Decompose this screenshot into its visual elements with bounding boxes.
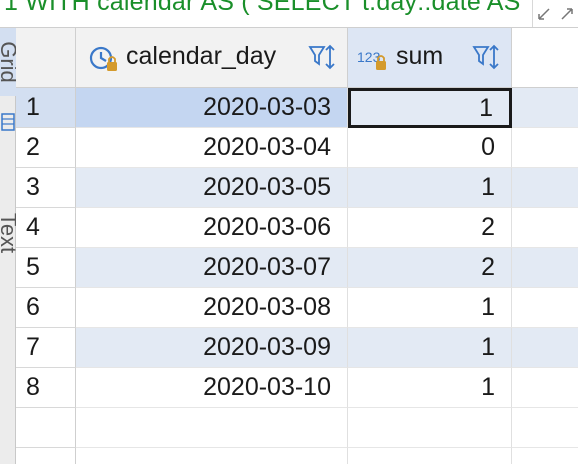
- cell-calendar-day[interactable]: 2020-03-08: [76, 288, 348, 328]
- table-row[interactable]: [16, 448, 578, 464]
- cell-filler: [512, 288, 578, 328]
- cell-calendar-day[interactable]: 2020-03-10: [76, 368, 348, 408]
- cell-sum[interactable]: 2: [348, 248, 512, 288]
- cell-calendar-day[interactable]: 2020-03-04: [76, 128, 348, 168]
- cell-sum[interactable]: 2: [348, 208, 512, 248]
- table-row[interactable]: 5 2020-03-07 2: [16, 248, 578, 288]
- row-number-cell[interactable]: 3: [16, 168, 76, 208]
- row-number-cell[interactable]: 4: [16, 208, 76, 248]
- expand-icon[interactable]: [560, 7, 574, 21]
- cell-calendar-day[interactable]: 2020-03-03: [76, 88, 348, 128]
- row-number-cell[interactable]: [16, 408, 76, 448]
- table-row[interactable]: 3 2020-03-05 1: [16, 168, 578, 208]
- cell-filler: [512, 448, 578, 464]
- cell-filler: [512, 408, 578, 448]
- column-header-calendar-day[interactable]: calendar_day: [76, 28, 348, 88]
- numeric-type-text: 123: [357, 49, 381, 65]
- filter-sort-icon[interactable]: [472, 42, 500, 72]
- cell-filler: [512, 368, 578, 408]
- column-title: sum: [396, 42, 444, 70]
- cell-sum[interactable]: [348, 408, 512, 448]
- table-row[interactable]: 7 2020-03-09 1: [16, 328, 578, 368]
- grid-rows: 1 2020-03-03 1 2 2020-03-04 0 3 2020-03-05 1 4 202…: [16, 88, 578, 464]
- result-view-switcher: Grid Text: [0, 28, 21, 464]
- cell-filler: [512, 328, 578, 368]
- result-grid: calendar_day 123 sum 1 2020-03-03 1 2 2020-0…: [16, 28, 578, 464]
- numeric-type-icon: 123: [357, 49, 386, 70]
- cell-filler: [512, 208, 578, 248]
- cell-filler: [512, 88, 578, 128]
- cell-sum[interactable]: 1: [348, 88, 512, 128]
- cell-calendar-day[interactable]: 2020-03-06: [76, 208, 348, 248]
- table-row[interactable]: [16, 408, 578, 448]
- cell-filler: [512, 128, 578, 168]
- cell-sum[interactable]: [348, 448, 512, 464]
- cell-calendar-day[interactable]: 2020-03-05: [76, 168, 348, 208]
- cell-filler: [512, 248, 578, 288]
- row-number-cell[interactable]: 6: [16, 288, 76, 328]
- table-row[interactable]: 4 2020-03-06 2: [16, 208, 578, 248]
- cell-sum[interactable]: 1: [348, 288, 512, 328]
- column-title: calendar_day: [126, 42, 277, 70]
- sql-preview-controls: [532, 0, 578, 27]
- grid-header: calendar_day 123 sum: [16, 28, 578, 88]
- row-number-cell[interactable]: 8: [16, 368, 76, 408]
- sql-preview-text[interactable]: 1 WITH calendar AS ( SELECT t.day::date …: [4, 0, 521, 16]
- table-row[interactable]: 1 2020-03-03 1: [16, 88, 578, 128]
- row-number-cell[interactable]: 2: [16, 128, 76, 168]
- grid-corner-cell[interactable]: [16, 28, 76, 88]
- table-row[interactable]: 2 2020-03-04 0: [16, 128, 578, 168]
- cell-sum[interactable]: 0: [348, 128, 512, 168]
- cell-sum[interactable]: 1: [348, 328, 512, 368]
- row-number-cell[interactable]: [16, 448, 76, 464]
- cell-sum[interactable]: 1: [348, 168, 512, 208]
- row-number-cell[interactable]: 1: [16, 88, 76, 128]
- filter-sort-icon[interactable]: [308, 42, 336, 72]
- cell-calendar-day[interactable]: 2020-03-07: [76, 248, 348, 288]
- grid-view-tab[interactable]: Grid: [0, 28, 21, 96]
- cell-sum[interactable]: 1: [348, 368, 512, 408]
- cell-calendar-day[interactable]: [76, 408, 348, 448]
- grid-icon[interactable]: [1, 108, 15, 138]
- cell-filler: [512, 168, 578, 208]
- row-number-cell[interactable]: 7: [16, 328, 76, 368]
- column-header-sum[interactable]: 123 sum: [348, 28, 512, 88]
- collapse-icon[interactable]: [537, 7, 551, 21]
- sql-preview-bar: 1 WITH calendar AS ( SELECT t.day::date …: [0, 0, 578, 28]
- table-row[interactable]: 8 2020-03-10 1: [16, 368, 578, 408]
- grid-header-filler: [512, 28, 578, 88]
- cell-calendar-day[interactable]: 2020-03-09: [76, 328, 348, 368]
- date-type-icon: [89, 46, 117, 71]
- table-row[interactable]: 6 2020-03-08 1: [16, 288, 578, 328]
- cell-calendar-day[interactable]: [76, 448, 348, 464]
- row-number-cell[interactable]: 5: [16, 248, 76, 288]
- text-view-tab[interactable]: Text: [0, 168, 21, 298]
